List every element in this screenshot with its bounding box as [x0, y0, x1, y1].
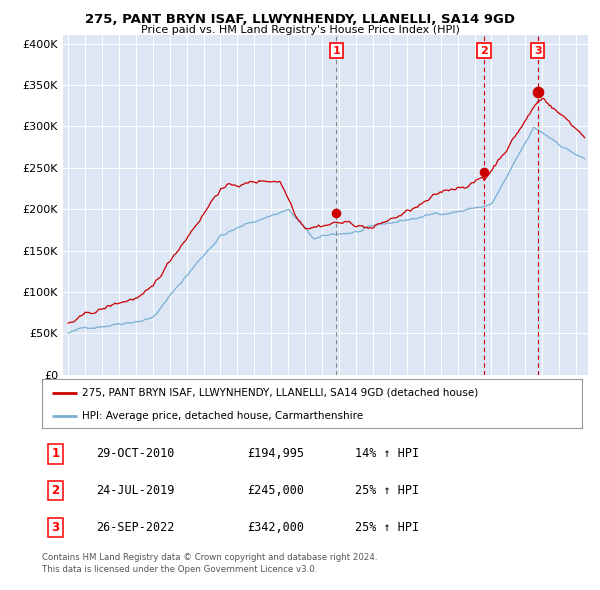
Text: Contains HM Land Registry data © Crown copyright and database right 2024.: Contains HM Land Registry data © Crown c…	[42, 553, 377, 562]
Text: £194,995: £194,995	[247, 447, 304, 460]
Text: 26-SEP-2022: 26-SEP-2022	[96, 521, 175, 534]
Text: 25% ↑ HPI: 25% ↑ HPI	[355, 484, 419, 497]
Text: HPI: Average price, detached house, Carmarthenshire: HPI: Average price, detached house, Carm…	[83, 411, 364, 421]
Text: 1: 1	[52, 447, 59, 460]
Text: 25% ↑ HPI: 25% ↑ HPI	[355, 521, 419, 534]
Text: This data is licensed under the Open Government Licence v3.0.: This data is licensed under the Open Gov…	[42, 565, 317, 574]
Text: 24-JUL-2019: 24-JUL-2019	[96, 484, 175, 497]
Text: 3: 3	[52, 521, 59, 534]
Text: 275, PANT BRYN ISAF, LLWYNHENDY, LLANELLI, SA14 9GD (detached house): 275, PANT BRYN ISAF, LLWYNHENDY, LLANELL…	[83, 388, 479, 398]
Text: Price paid vs. HM Land Registry's House Price Index (HPI): Price paid vs. HM Land Registry's House …	[140, 25, 460, 35]
Text: 29-OCT-2010: 29-OCT-2010	[96, 447, 175, 460]
Text: 2: 2	[52, 484, 59, 497]
Point	[533, 87, 542, 96]
Text: £245,000: £245,000	[247, 484, 304, 497]
Text: 14% ↑ HPI: 14% ↑ HPI	[355, 447, 419, 460]
Text: 1: 1	[332, 45, 340, 55]
Text: 2: 2	[480, 45, 488, 55]
Point	[479, 167, 489, 176]
Text: 3: 3	[534, 45, 542, 55]
Text: 275, PANT BRYN ISAF, LLWYNHENDY, LLANELLI, SA14 9GD: 275, PANT BRYN ISAF, LLWYNHENDY, LLANELL…	[85, 13, 515, 26]
Point	[331, 209, 341, 218]
Text: £342,000: £342,000	[247, 521, 304, 534]
